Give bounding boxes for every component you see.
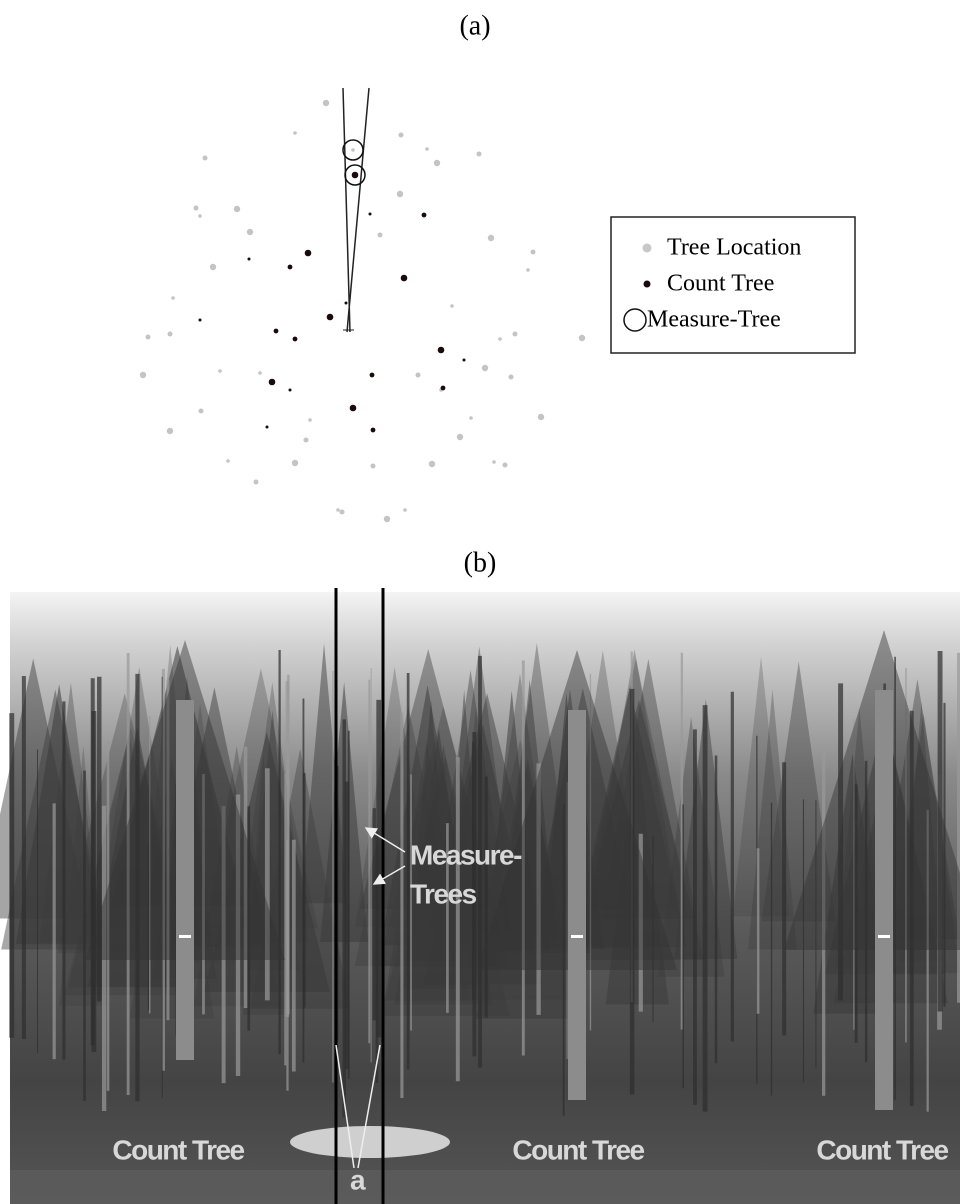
ground-strip bbox=[10, 1170, 960, 1204]
count-tree bbox=[289, 389, 292, 392]
tree-location bbox=[247, 229, 253, 235]
tree-location bbox=[513, 332, 518, 337]
tree-location bbox=[304, 438, 309, 443]
tree-location bbox=[469, 416, 473, 420]
tree-location bbox=[199, 409, 204, 414]
tree-location bbox=[429, 461, 435, 467]
count-tree bbox=[293, 337, 298, 342]
tree-location bbox=[218, 369, 222, 373]
annotation: Count Tree bbox=[512, 1134, 644, 1165]
dbh-mark bbox=[179, 935, 191, 938]
count-tree bbox=[350, 405, 357, 412]
legend-swatch bbox=[643, 244, 652, 253]
tree-location bbox=[292, 460, 298, 466]
tree-location bbox=[399, 133, 404, 138]
tree-location bbox=[477, 152, 482, 157]
annotation: Count Tree bbox=[816, 1134, 948, 1165]
sight-line bbox=[343, 88, 350, 332]
panel-label: (b) bbox=[464, 547, 497, 578]
tree-location bbox=[168, 332, 173, 337]
count-tree bbox=[370, 373, 375, 378]
sight-line bbox=[347, 88, 369, 332]
tree-location bbox=[482, 365, 488, 371]
tree-location bbox=[498, 337, 502, 341]
tree-location bbox=[378, 233, 383, 238]
tree-location bbox=[403, 508, 407, 512]
tree-trunk bbox=[568, 710, 586, 1100]
count-tree bbox=[269, 379, 276, 386]
count-tree bbox=[199, 319, 202, 322]
count-tree bbox=[463, 359, 466, 362]
count-tree bbox=[369, 213, 372, 216]
tree-location bbox=[171, 296, 175, 300]
count-tree bbox=[305, 250, 312, 257]
tree-location bbox=[340, 510, 345, 515]
count-tree bbox=[288, 265, 293, 270]
ground-object bbox=[290, 1126, 450, 1158]
count-tree bbox=[248, 258, 251, 261]
count-tree bbox=[345, 302, 348, 305]
dbh-mark bbox=[878, 935, 890, 938]
panel-label: (a) bbox=[459, 10, 490, 41]
tree-location bbox=[531, 250, 536, 255]
count-tree bbox=[327, 314, 334, 321]
tree-location bbox=[336, 508, 340, 512]
annotation: Measure- bbox=[410, 839, 522, 870]
tree-location bbox=[526, 268, 530, 272]
annotation: Trees bbox=[410, 878, 477, 909]
dbh-mark bbox=[571, 935, 583, 938]
tree-location bbox=[351, 148, 355, 152]
legend: Tree Location Count Tree Measure-Tree bbox=[611, 217, 855, 353]
panorama-photo bbox=[0, 592, 960, 1204]
count-tree bbox=[401, 275, 408, 282]
tree-location bbox=[509, 375, 514, 380]
tree-location bbox=[579, 335, 585, 341]
tree-location bbox=[167, 428, 173, 434]
count-tree bbox=[266, 426, 269, 429]
tree-location bbox=[384, 516, 390, 522]
tree-location bbox=[254, 480, 259, 485]
count-tree bbox=[274, 329, 279, 334]
tree-location bbox=[425, 147, 429, 151]
tree-location bbox=[450, 304, 454, 308]
tree-location bbox=[226, 459, 230, 463]
tree-location bbox=[457, 434, 463, 440]
tree-trunk bbox=[176, 700, 194, 1060]
figure: (a) Tree Location Count Tree Measure-Tre… bbox=[0, 0, 960, 1204]
tree-location bbox=[203, 156, 208, 161]
tree-location bbox=[258, 371, 262, 375]
legend-label: Count Tree bbox=[667, 271, 774, 297]
tree-location bbox=[503, 463, 508, 468]
tree-location bbox=[234, 206, 240, 212]
count-tree bbox=[371, 428, 376, 433]
count-tree bbox=[422, 213, 427, 218]
annotation: a bbox=[350, 1164, 366, 1195]
tree-location bbox=[492, 460, 496, 464]
count-tree bbox=[438, 347, 445, 354]
count-tree bbox=[352, 172, 359, 179]
legend-label: Tree Location bbox=[667, 235, 801, 261]
count-tree bbox=[441, 386, 446, 391]
tree-location bbox=[371, 464, 376, 469]
tree-location bbox=[323, 100, 329, 106]
tree-location bbox=[308, 418, 312, 422]
tree-location bbox=[434, 160, 440, 166]
legend-label: Measure-Tree bbox=[647, 307, 781, 333]
annotation: Count Tree bbox=[112, 1134, 244, 1165]
tree-location bbox=[488, 235, 494, 241]
tree-location bbox=[397, 191, 403, 197]
tree-location bbox=[198, 214, 202, 218]
legend-swatch bbox=[644, 281, 651, 288]
tree-location bbox=[416, 373, 421, 378]
tree-location bbox=[140, 372, 146, 378]
tree-trunk bbox=[875, 690, 893, 1110]
tree-location bbox=[194, 206, 199, 211]
tree-location bbox=[146, 335, 151, 340]
tree-location bbox=[210, 264, 216, 270]
tree-location bbox=[293, 131, 297, 135]
tree-location bbox=[538, 414, 544, 420]
